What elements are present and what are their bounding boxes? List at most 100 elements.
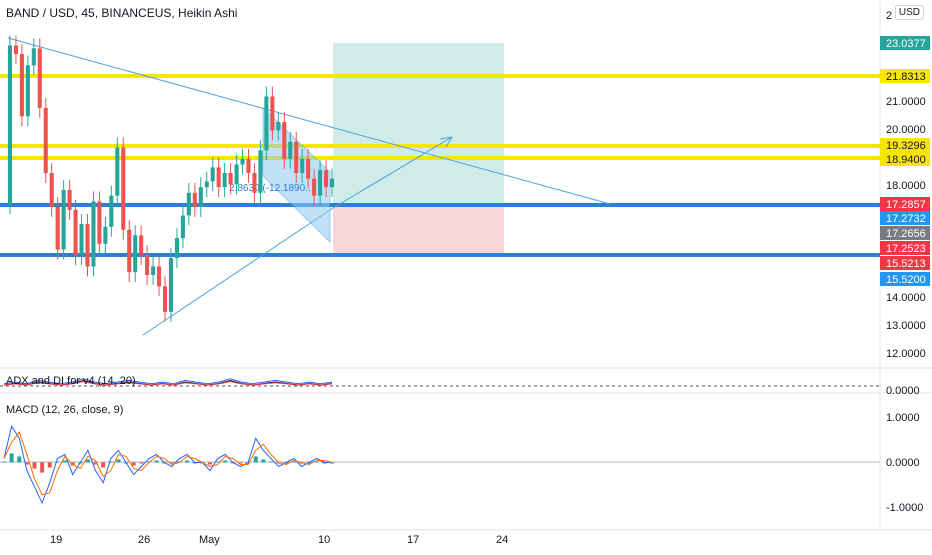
macd-histogram-bar (291, 461, 296, 463)
chart-title[interactable]: BAND / USD, 45, BINANCEUS, Heikin Ashi (6, 6, 238, 20)
macd-signal-line (3, 431, 333, 496)
price-label-bg[interactable] (880, 272, 930, 286)
price-label-text: 15.5213 (886, 258, 926, 270)
candle-body (85, 224, 90, 267)
profit-zone[interactable] (333, 43, 504, 204)
candle-body (103, 226, 108, 244)
candle-body (97, 201, 102, 244)
macd-histogram-bar (101, 462, 106, 468)
macd-histogram-bar (63, 460, 68, 463)
price-axis[interactable]: 2 21.0000 20.0000 18.0000 14.0000 13.000… (886, 10, 926, 360)
price-label-bg[interactable] (880, 241, 930, 255)
candle-body (318, 170, 323, 196)
candle-body (145, 255, 150, 275)
macd-histogram-bar (169, 462, 174, 464)
candle-body (127, 229, 132, 273)
macd-histogram-bar (139, 462, 144, 464)
time-tick-label: 24 (496, 534, 508, 546)
price-tick-label: 14.0000 (886, 292, 926, 304)
candle-body (276, 122, 281, 131)
candle-body (73, 209, 78, 256)
candle-body (306, 158, 311, 179)
projection-arrow[interactable] (332, 136, 453, 209)
price-label-bg[interactable] (880, 138, 930, 152)
macd-histogram-bar (17, 456, 22, 463)
adx-axis[interactable]: 0.0000 (886, 385, 920, 397)
price-label-bg[interactable] (880, 69, 930, 83)
candle-body (312, 178, 317, 196)
candle-body (133, 235, 138, 273)
price-label-text: 17.2732 (886, 213, 926, 225)
candle-body (329, 178, 335, 188)
candle-body (240, 158, 245, 165)
price-tick-label: 13.0000 (886, 320, 926, 332)
macd-histogram-bar (154, 460, 159, 463)
price-label-bg[interactable] (880, 197, 930, 211)
candle-body (198, 187, 203, 207)
macd-tick-label: 0.0000 (886, 457, 920, 469)
candle-body (162, 286, 168, 312)
macd-histogram-bar (238, 462, 243, 464)
candle-body (300, 158, 305, 173)
di-minus-line (3, 380, 333, 386)
macd-histogram-bar (9, 453, 14, 463)
macd-histogram-bar (314, 461, 319, 463)
ascending-trendline[interactable] (142, 207, 334, 336)
time-axis[interactable]: 19 26 May 10 17 24 (50, 534, 508, 546)
candle-body (55, 207, 60, 250)
price-label-text: 17.2857 (886, 199, 926, 211)
currency-badge[interactable]: USD (894, 5, 924, 20)
candle-body (216, 167, 221, 188)
price-label-text: 15.5200 (886, 274, 926, 286)
descending-trendline[interactable] (7, 37, 611, 205)
price-label-text: 17.2523 (886, 243, 926, 255)
macd-histogram-bar (40, 462, 45, 473)
macd-lines-group (3, 424, 333, 505)
candle-body (323, 170, 329, 188)
macd-histogram-bar (185, 460, 190, 463)
price-label-bg[interactable] (880, 256, 930, 270)
macd-histogram-bar (108, 461, 113, 463)
price-label-bg[interactable] (880, 226, 930, 240)
macd-indicator-label[interactable]: MACD (12, 26, close, 9) (6, 404, 124, 416)
price-tick-label: 2 (886, 10, 892, 22)
price-tick-label: 12.0000 (886, 348, 926, 360)
candle-body (67, 190, 72, 210)
price-label-text: 18.9400 (886, 154, 926, 166)
time-tick-label: 10 (318, 534, 330, 546)
macd-histogram-bar (32, 462, 37, 469)
macd-histogram-bar (223, 460, 228, 463)
time-tick-label: 17 (407, 534, 419, 546)
candle-body (234, 164, 239, 185)
candle-body (13, 45, 18, 54)
candle-body (109, 195, 114, 227)
candle-body (270, 96, 275, 131)
macd-histogram-bar (24, 462, 29, 465)
channel-annotation: 2.8630 (-12.1890... (229, 183, 314, 194)
candle-body (61, 190, 66, 250)
macd-axis[interactable]: 1.0000 0.0000 -1.0000 (886, 412, 923, 514)
adx-tick-label: 0.0000 (886, 385, 920, 397)
candle-body (31, 48, 36, 66)
adx-indicator-label[interactable]: ADX and DI for v4 (14, 20) (6, 375, 136, 387)
macd-histogram-bar (116, 459, 121, 463)
price-label-bg[interactable] (880, 211, 930, 225)
loss-zone[interactable] (333, 204, 504, 256)
time-tick-label: 19 (50, 534, 62, 546)
candle-body (186, 192, 191, 216)
candle-body (258, 150, 263, 193)
price-label-bg[interactable] (880, 36, 930, 50)
candle-body (294, 141, 299, 173)
time-tick-label: May (199, 534, 220, 546)
price-tick-label: 20.0000 (886, 124, 926, 136)
price-label-bg[interactable] (880, 152, 930, 166)
macd-histogram-bar (47, 462, 52, 468)
candle-body (204, 181, 209, 188)
price-labels: 23.0377 21.8313 19.3296 18.9400 17.2857 … (880, 36, 930, 286)
price-tick-label: 18.0000 (886, 180, 926, 192)
candle-body (288, 141, 293, 159)
macd-tick-label: 1.0000 (886, 412, 920, 424)
candle-body (174, 238, 179, 258)
